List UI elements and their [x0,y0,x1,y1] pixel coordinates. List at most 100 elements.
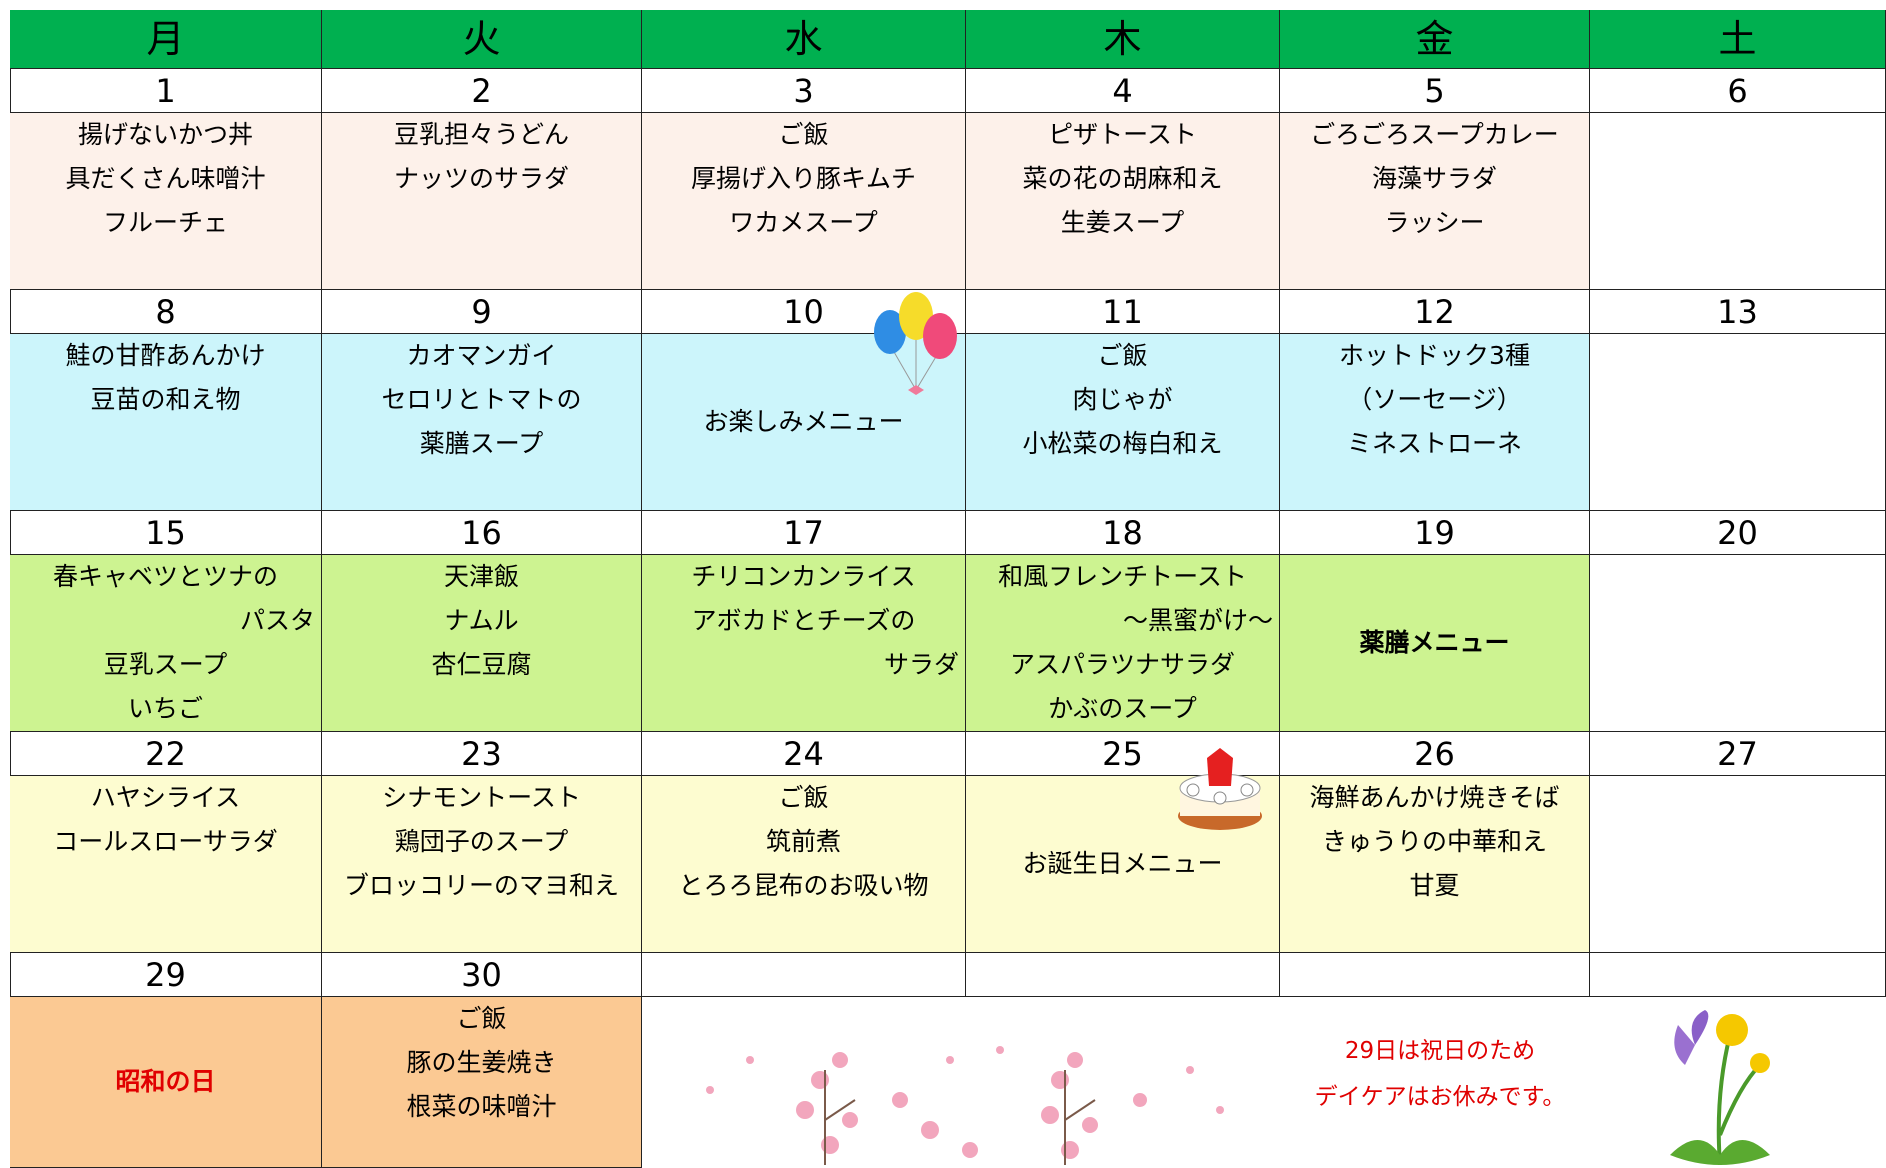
menu-item: ご飯 [456,1004,507,1033]
date-cell: 8 [10,290,322,334]
menu-cell: ご飯豚の生姜焼き 根菜の味噌汁 [322,997,642,1168]
menu-cell: 揚げないかつ丼 具だくさん味噌汁 フルーチェ [10,113,322,290]
menu-cell: チリコンカンライス アボカドとチーズのサラダ [642,555,966,732]
menu-item: 揚げないかつ丼 [77,120,253,149]
menu-item: ご飯 [778,783,829,812]
date-cell: 19 [1280,511,1590,555]
menu-cell: ご飯厚揚げ入り豚キムチ ワカメスープ [642,113,966,290]
date-cell: 12 [1280,290,1590,334]
date-cell: 26 [1280,732,1590,776]
menu-cell: ホットドック3種 （ソーセージ） ミネストローネ [1280,334,1590,511]
menu-item: 小松菜の梅白和え [1022,429,1223,458]
menu-item: 厚揚げ入り豚キムチ [690,164,916,193]
date-cell: 29 [10,953,322,997]
menu-item: ハヤシライス [90,783,241,812]
menu-item: セロリとトマトの [381,385,582,414]
menu-cell: ハヤシライスコールスローサラダ [10,776,322,953]
menu-item: フルーチェ [102,208,228,237]
menu-item: ～黒蜜がけ～ [1122,606,1273,635]
menu-item: 鮭の甘酢あんかけ [65,341,266,370]
date-cell: 1 [10,69,322,113]
menu-item: 菜の花の胡麻和え [1022,164,1223,193]
menu-cell: 薬膳メニュー [1280,555,1590,732]
balloons [874,292,957,395]
date-cell: 22 [10,732,322,776]
menu-cell: ピザトースト 菜の花の胡麻和え 生姜スープ [966,113,1280,290]
date-cell: 27 [1590,732,1886,776]
note-line: 29日は祝日のため [1344,1038,1536,1064]
menu-item: 豆乳スープ [103,650,228,679]
menu-cell: 和風フレンチトースト ～黒蜜がけ～ アスパラツナサラダ かぶのスープ [966,555,1280,732]
date-cell: 2 [322,69,642,113]
menu-item: アスパラツナサラダ [1009,650,1235,679]
menu-item: とろろ昆布のお吸い物 [678,871,929,900]
menu-cell [1590,334,1886,511]
menu-item: お誕生日メニュー [1022,849,1223,878]
cherry-blossoms [706,1046,1224,1165]
date-cell: 10 [642,290,966,334]
menu-item: パスタ [239,606,315,635]
weekday-header: 土 [1590,10,1886,69]
menu-item: 杏仁豆腐 [431,650,532,679]
menu-item: ご飯 [1097,341,1148,370]
menu-cell: 昭和の日 [10,997,322,1168]
date-cell [1590,953,1886,997]
menu-item: ピザトースト [1048,120,1197,149]
menu-item: 豆乳担々うどん [393,120,569,149]
date-cell: 18 [966,511,1280,555]
menu-item: ミネストローネ [1346,429,1522,458]
menu-item: いちご [127,694,203,723]
date-cell: 20 [1590,511,1886,555]
date-cell: 3 [642,69,966,113]
menu-item: 豚の生姜焼き [406,1048,557,1077]
menu-item: 海鮮あんかけ焼きそば [1309,783,1560,812]
weekday-header: 水 [642,10,966,69]
date-cell: 16 [322,511,642,555]
weekday-header: 月 [10,10,322,69]
menu-item: お楽しみメニュー [703,407,904,436]
butterfly-dandelion [1670,1010,1770,1165]
menu-item: 甘夏 [1409,871,1460,900]
menu-cell [1590,776,1886,953]
menu-item: 薬膳スープ [419,429,544,458]
cake [1178,748,1262,830]
date-cell: 24 [642,732,966,776]
weekday-header: 火 [322,10,642,69]
menu-cell: ご飯肉じゃが小松菜の梅白和え [966,334,1280,511]
date-cell [1280,953,1590,997]
menu-cell: お楽しみメニュー [642,334,966,511]
menu-cell: ごろごろスープカレー 海藻サラダ ラッシー [1280,113,1590,290]
date-cell: 15 [10,511,322,555]
date-cell: 6 [1590,69,1886,113]
menu-cell: カオマンガイ セロリとトマトの 薬膳スープ [322,334,642,511]
menu-item: （ソーセージ） [1347,385,1522,414]
date-cell: 25 [966,732,1280,776]
menu-cell: ご飯 筑前煮 とろろ昆布のお吸い物 [642,776,966,953]
menu-item: チリコンカンライス [691,562,916,591]
menu-cell [1590,113,1886,290]
note-line: デイケアはお休みです。 [1314,1084,1566,1110]
menu-item: 春キャベツとツナの [52,562,278,591]
date-cell: 13 [1590,290,1886,334]
date-cell: 11 [966,290,1280,334]
menu-item: 肉じゃが [1072,385,1173,414]
menu-item: ラッシー [1384,208,1485,237]
menu-cell: 鮭の甘酢あんかけ 豆苗の和え物 [10,334,322,511]
date-cell: 4 [966,69,1280,113]
menu-item: 豆苗の和え物 [90,385,241,414]
menu-item: 鶏団子のスープ [394,827,569,856]
menu-cell: シナモントースト 鶏団子のスープ ブロッコリーのマヨ和え [322,776,642,953]
menu-item: ワカメスープ [729,208,878,237]
menu-item: コールスローサラダ [53,827,278,856]
menu-item: アボカドとチーズの [691,606,916,635]
menu-item: サラダ [883,650,959,679]
menu-item: 和風フレンチトースト [998,562,1247,591]
menu-item: 生姜スープ [1060,208,1185,237]
date-cell [966,953,1280,997]
menu-item: 天津飯 [443,562,519,591]
menu-item: ご飯 [778,120,829,149]
menu-item: 根菜の味噌汁 [406,1092,557,1121]
menu-cell: 春キャベツとツナのパスタ 豆乳スープいちご [10,555,322,732]
menu-item: ナッツのサラダ [393,164,569,193]
